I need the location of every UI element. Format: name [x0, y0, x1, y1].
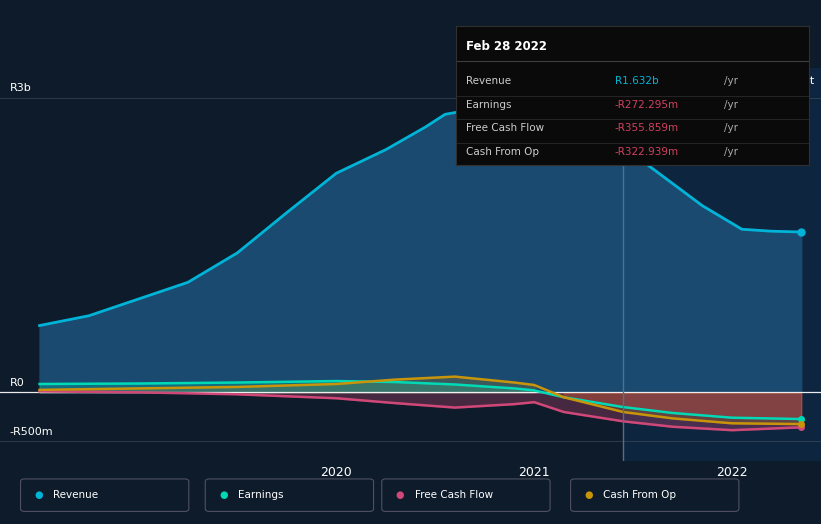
Text: -R272.295m: -R272.295m	[615, 100, 679, 110]
Text: ●: ●	[396, 490, 404, 500]
Text: ●: ●	[34, 490, 43, 500]
Text: Revenue: Revenue	[466, 76, 511, 86]
Text: ●: ●	[585, 490, 593, 500]
Text: Cash From Op: Cash From Op	[603, 490, 677, 500]
Text: Earnings: Earnings	[466, 100, 511, 110]
Text: /yr: /yr	[724, 147, 738, 157]
Text: -R322.939m: -R322.939m	[615, 147, 679, 157]
Text: R0: R0	[10, 378, 25, 388]
Bar	[623, 68, 821, 461]
Text: Earnings: Earnings	[238, 490, 283, 500]
Text: Free Cash Flow: Free Cash Flow	[415, 490, 493, 500]
Text: -R500m: -R500m	[10, 427, 53, 437]
Text: Revenue: Revenue	[53, 490, 99, 500]
Text: ●: ●	[219, 490, 227, 500]
Text: Free Cash Flow: Free Cash Flow	[466, 123, 544, 134]
Text: /yr: /yr	[724, 76, 738, 86]
Text: Feb 28 2022: Feb 28 2022	[466, 40, 548, 53]
Text: R1.632b: R1.632b	[615, 76, 658, 86]
Text: R3b: R3b	[10, 83, 32, 93]
Text: /yr: /yr	[724, 123, 738, 134]
Text: Cash From Op: Cash From Op	[466, 147, 539, 157]
Text: /yr: /yr	[724, 100, 738, 110]
Text: -R355.859m: -R355.859m	[615, 123, 679, 134]
Text: Past: Past	[791, 76, 815, 86]
